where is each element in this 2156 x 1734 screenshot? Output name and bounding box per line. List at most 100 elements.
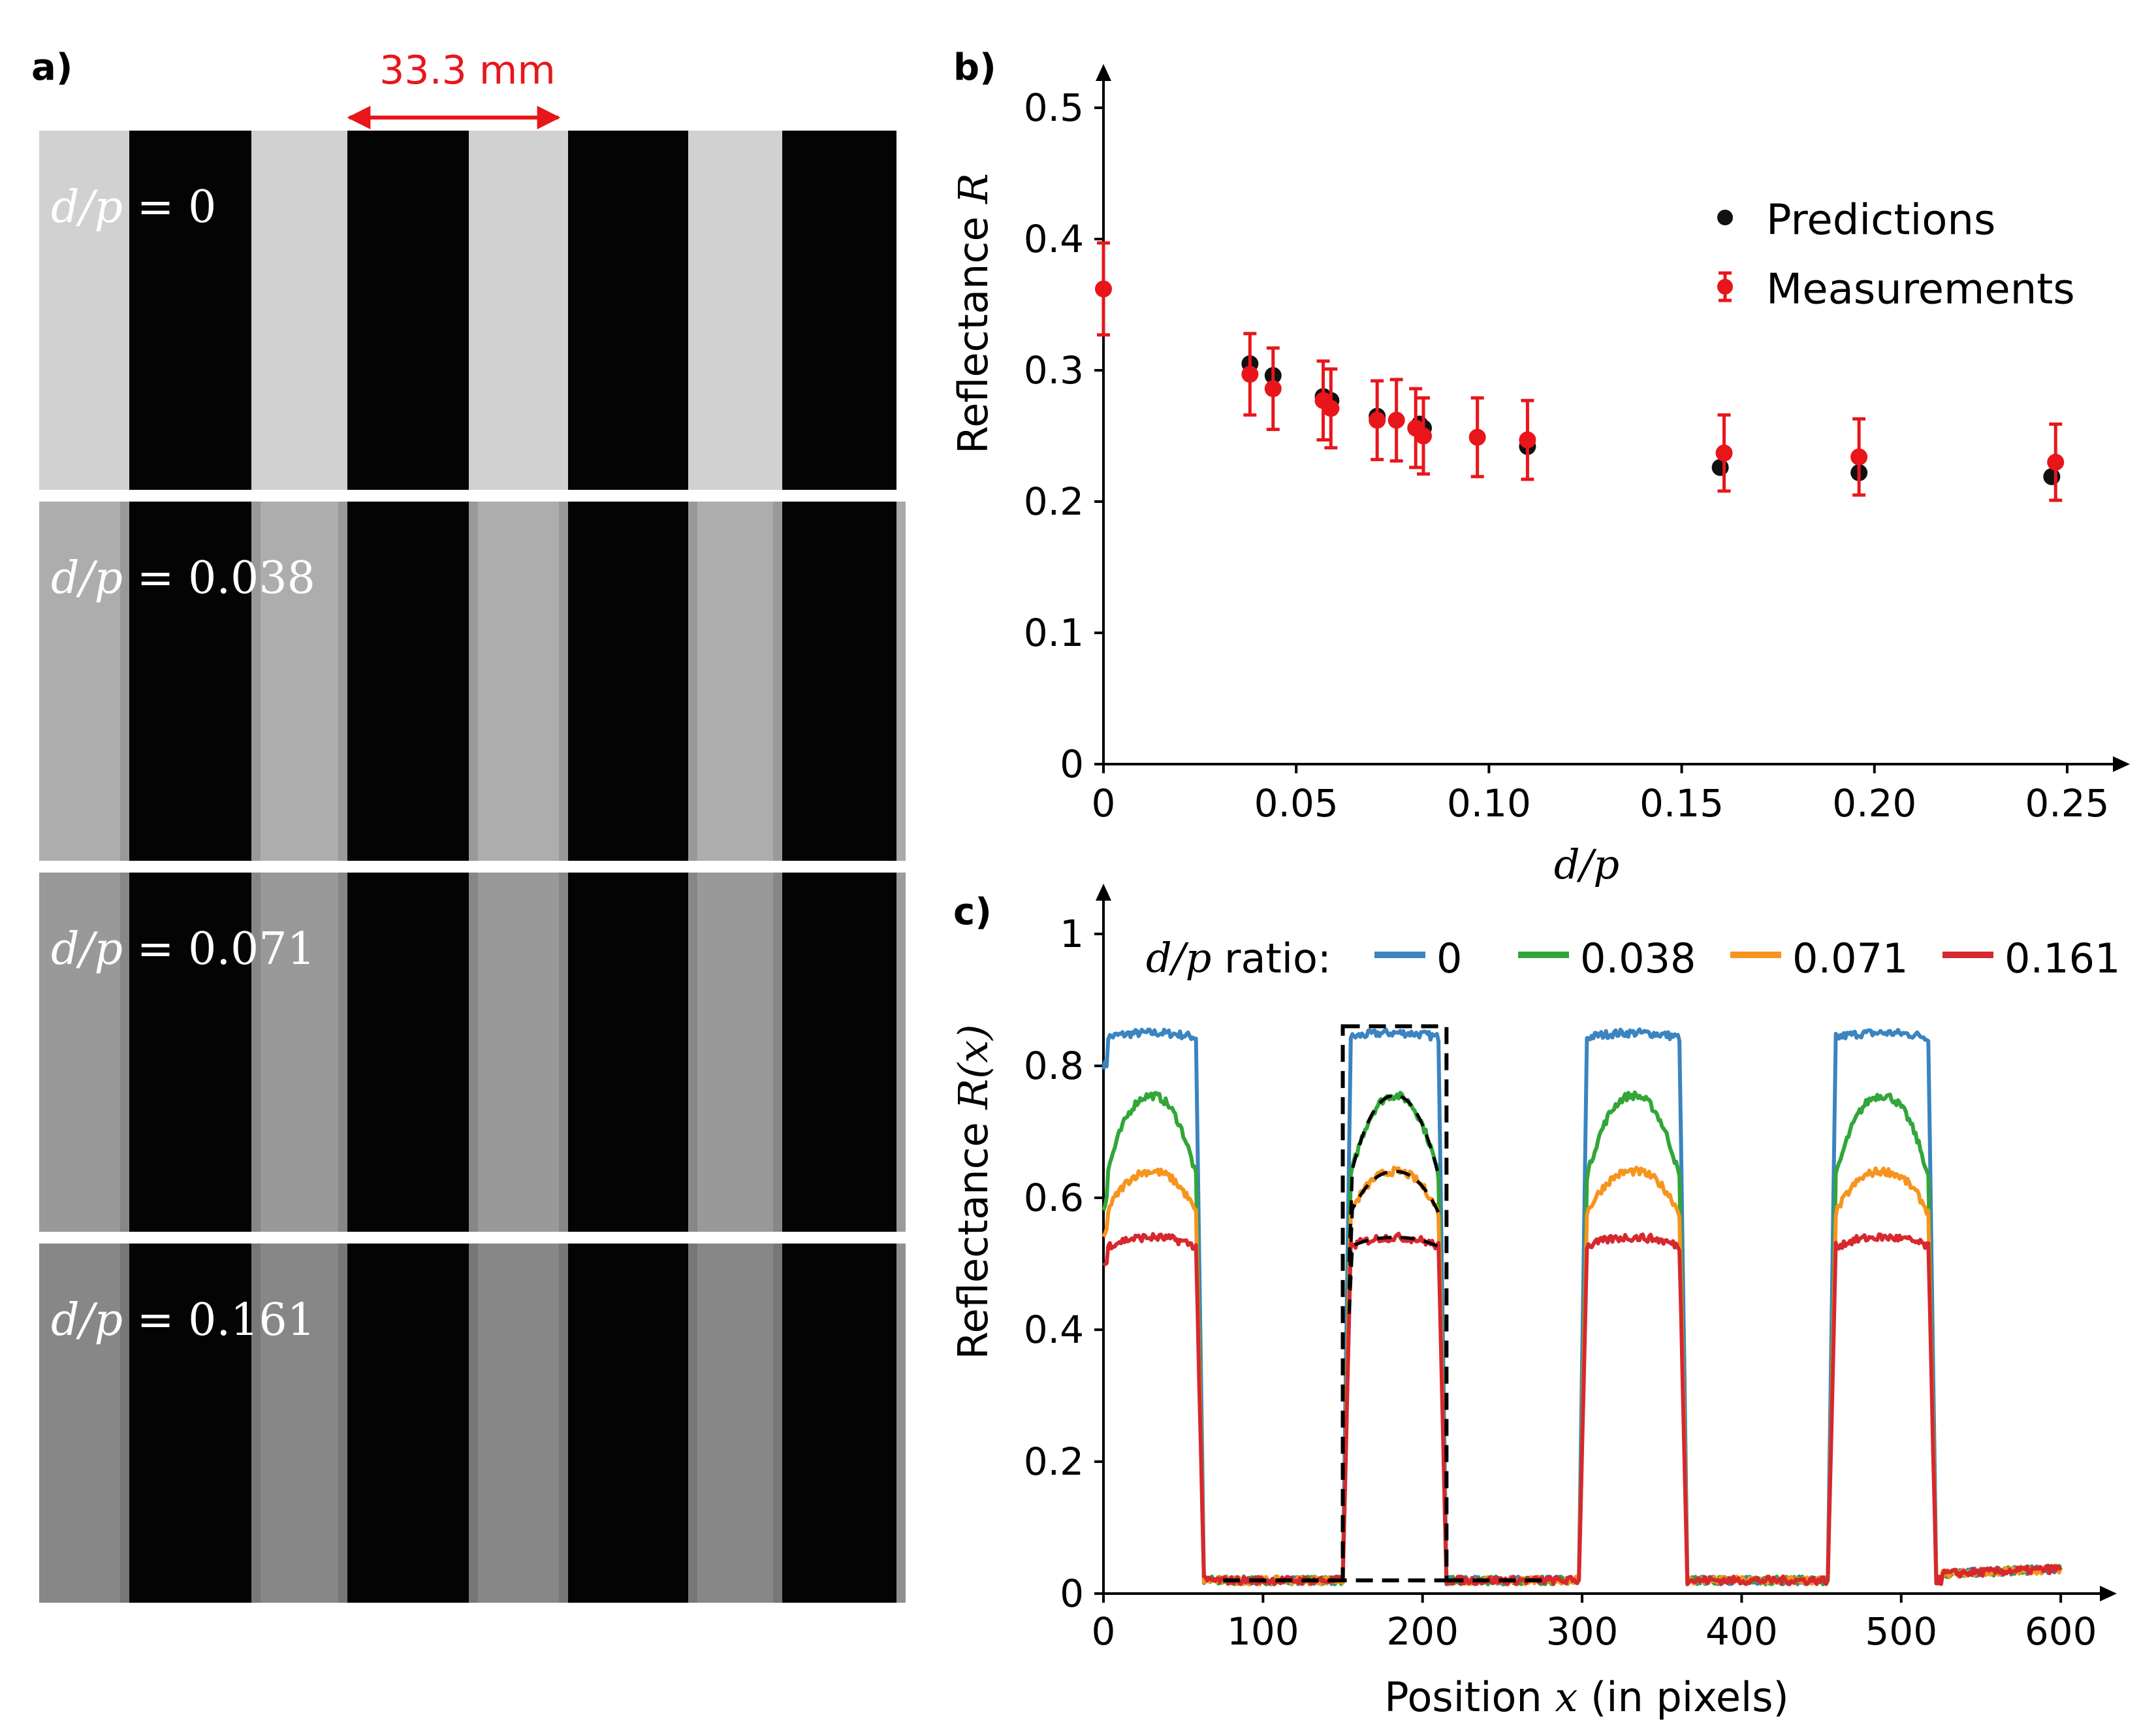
stripe-images: d/p = 0 d/p = 0.038 d/p = 0.071 d/p = 0.161 (39, 131, 906, 1603)
stripe-image-label: d/p = 0.038 (51, 553, 315, 604)
b-ytick-label: 0.4 (1024, 217, 1084, 261)
measurement-point (1095, 241, 1112, 337)
legend-predictions-marker (1717, 210, 1733, 225)
legend-measurements-label: Measurements (1766, 266, 2075, 314)
measurement-point (1415, 396, 1433, 476)
dark-stripe (568, 131, 688, 490)
dark-stripe (782, 1244, 896, 1603)
dark-stripe (782, 873, 896, 1232)
c-ytick-label: 0.6 (1024, 1176, 1084, 1220)
dark-stripe (347, 873, 469, 1232)
c-xlabel: Position x (in pixels) (1384, 1673, 1788, 1721)
measurement-point (1369, 379, 1386, 462)
dark-stripe (347, 502, 469, 861)
panel-a-label: a) (31, 46, 72, 89)
b-ytick-label: 0 (1060, 742, 1084, 786)
c-y-arrow (1096, 884, 1111, 901)
measurement-point (1519, 398, 1536, 481)
legend-measurements-marker (1717, 271, 1733, 302)
c-xtick-label: 100 (1227, 1609, 1299, 1654)
c-xtick-label: 200 (1386, 1609, 1459, 1654)
c-ytick-label: 1 (1060, 912, 1084, 956)
dark-stripe (129, 1244, 251, 1603)
c-ytick-label: 0.2 (1024, 1439, 1084, 1484)
c-x-arrow (2100, 1586, 2117, 1601)
panel-c-label: c) (953, 891, 992, 933)
b-xtick-label: 0 (1092, 781, 1116, 826)
c-ylabel: Reflectance R(x) (949, 1024, 997, 1359)
dark-stripe (347, 131, 469, 490)
dark-stripe (129, 131, 251, 490)
dark-stripe (568, 1244, 688, 1603)
stripe-image-label: d/p = 0.071 (51, 923, 315, 975)
c-legend-label: 0.071 (1792, 935, 1909, 982)
b-xtick-label: 0.25 (2025, 781, 2109, 826)
b-ytick-label: 0.1 (1024, 611, 1084, 655)
dark-stripe (347, 1244, 469, 1603)
c-legend-entry-0: 0 (1374, 935, 1462, 982)
c-legend-label: 0.161 (2005, 935, 2121, 982)
b-axes (1096, 64, 2130, 772)
c-model-overlay (1223, 1024, 1551, 1582)
c-legend-label: 0.038 (1580, 935, 1696, 982)
dark-stripe (782, 131, 896, 490)
dark-stripe (782, 502, 896, 861)
b-xtick-label: 0.20 (1832, 781, 1916, 826)
b-legend: Predictions Measurements (1717, 197, 2075, 314)
b-xtick-label: 0.15 (1640, 781, 1724, 826)
b-x-arrow (2113, 756, 2130, 772)
measurement-point (1387, 377, 1405, 463)
measurement-point (1850, 417, 1868, 497)
c-legend: d/p ratio: 0 0.038 0.071 0.161 (1146, 934, 2121, 982)
b-xtick-label: 0.05 (1254, 781, 1339, 826)
stripe-image-label: d/p = 0 (51, 182, 216, 233)
b-ytick-label: 0.2 (1024, 479, 1084, 524)
dark-stripe (568, 502, 688, 861)
measurement-point (1264, 346, 1282, 431)
prediction-point (2043, 468, 2061, 485)
measurement-point (1468, 396, 1486, 479)
stripe-image-0: d/p = 0 (39, 131, 896, 490)
legend-predictions-label: Predictions (1766, 197, 1995, 245)
b-ytick-label: 0.3 (1024, 348, 1084, 393)
measurement-point (1322, 367, 1340, 450)
c-xtick-label: 0 (1092, 1609, 1116, 1654)
b-xlabel: d/p (1554, 841, 1619, 888)
c-ytick-label: 0.8 (1024, 1044, 1084, 1088)
scale-bar-label: 33.3 mm (379, 48, 556, 93)
prediction-point (1711, 458, 1729, 476)
dark-stripe (129, 502, 251, 861)
panel-c: c) 0 100 200 300 400 500 600 0 0.2 0.4 0.6 0.8 1 Pos… (949, 884, 2121, 1721)
c-xtick-label: 300 (1546, 1609, 1619, 1654)
model-box (1340, 1024, 1449, 1582)
b-y-arrow (1096, 64, 1111, 81)
c-axes (1096, 884, 2117, 1601)
panel-a: a) 33.3 mm d/p = 0 d/p = 0.038 d/p = 0.071… (31, 46, 906, 1603)
b-ticks: 0 0.05 0.10 0.15 0.20 0.25 0 0.1 0.2 0.3 0.4 0.5 (1024, 86, 2110, 826)
c-legend-entry-0.071: 0.071 (1730, 935, 1909, 982)
c-legend-entry-0.161: 0.161 (1942, 935, 2121, 982)
scale-bar: 33.3 mm (347, 48, 561, 129)
c-ytick-label: 0 (1060, 1571, 1084, 1616)
c-legend-label: 0 (1436, 935, 1462, 982)
model-curve (1347, 1170, 1440, 1289)
measurement-point (2047, 422, 2065, 502)
stripe-image-3: d/p = 0.161 (39, 1244, 906, 1603)
model-curve (1347, 1236, 1440, 1314)
c-ticks: 0 100 200 300 400 500 600 0 0.2 0.4 0.6 0.8 1 (1024, 912, 2097, 1654)
c-legend-title: d/p ratio: (1146, 934, 1331, 982)
panel-b-label: b) (953, 46, 996, 89)
model-curve (1347, 1093, 1440, 1262)
c-xtick-label: 500 (1865, 1609, 1937, 1654)
b-marks (1095, 241, 2065, 502)
c-xtick-label: 600 (2025, 1609, 2097, 1654)
b-xtick-label: 0.10 (1447, 781, 1531, 826)
stripe-image-label: d/p = 0.161 (51, 1294, 315, 1346)
stripe-image-2: d/p = 0.071 (39, 873, 906, 1232)
b-ytick-label: 0.5 (1024, 86, 1084, 130)
panel-b: b) 0 0.05 0.10 0.15 0.20 0.25 0 0.1 0.2 0.3 0.4 0.5… (949, 46, 2130, 888)
stripe-image-1: d/p = 0.038 (39, 502, 906, 861)
dark-stripe (568, 873, 688, 1232)
c-legend-entry-0.038: 0.038 (1518, 935, 1696, 982)
